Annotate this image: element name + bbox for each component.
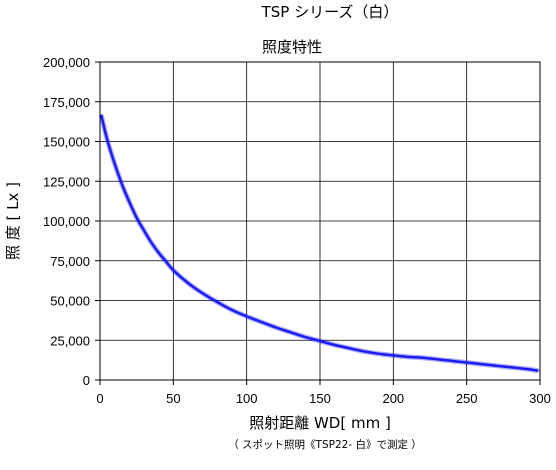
measurement-note: （ スポット照明《TSP22- 白》で測定 ） — [228, 438, 422, 451]
data-point — [106, 139, 108, 141]
data-point — [319, 340, 321, 342]
x-tick-label: 0 — [96, 391, 103, 406]
chart-subtitle: 照度特性 — [262, 38, 322, 56]
series-line-glow — [99, 113, 540, 373]
data-point — [451, 360, 453, 362]
series-layer — [99, 113, 540, 373]
data-point — [436, 358, 438, 360]
data-point — [290, 331, 292, 333]
y-tick-label: 125,000 — [43, 174, 90, 189]
data-point — [260, 321, 262, 323]
data-point — [495, 365, 497, 367]
y-tick-label: 75,000 — [50, 254, 90, 269]
data-point — [128, 201, 130, 203]
data-point — [143, 229, 145, 232]
data-point — [363, 350, 365, 352]
data-point — [150, 241, 152, 244]
y-tick-label: 100,000 — [43, 214, 90, 229]
series-line — [100, 114, 539, 372]
data-point — [407, 356, 409, 358]
data-point — [510, 366, 512, 368]
data-point — [216, 301, 218, 303]
x-tick-label: 50 — [166, 391, 180, 406]
y-tick-label: 25,000 — [50, 333, 90, 348]
y-tick-label: 200,000 — [43, 55, 90, 70]
data-point — [121, 183, 123, 186]
chart-title: TSP シリーズ（白） — [261, 3, 399, 21]
x-tick-label: 300 — [529, 391, 551, 406]
x-tick-label: 250 — [456, 391, 478, 406]
data-point — [392, 354, 394, 356]
data-point — [114, 163, 116, 165]
y-tick-label: 175,000 — [43, 95, 90, 110]
data-point — [334, 344, 336, 346]
data-point — [158, 252, 160, 254]
data-point — [466, 361, 468, 364]
data-point — [536, 369, 538, 372]
data-point — [422, 357, 424, 359]
x-axis-label: 照射距離 WD[ mm ] — [249, 414, 391, 432]
data-point — [348, 347, 350, 349]
x-tick-label: 150 — [309, 391, 331, 406]
data-point — [480, 363, 482, 365]
y-tick-label: 150,000 — [43, 135, 90, 150]
data-point — [304, 336, 306, 338]
data-point — [378, 353, 380, 355]
data-point — [231, 309, 233, 311]
data-point — [136, 217, 138, 219]
data-point — [187, 282, 189, 284]
data-point — [246, 315, 248, 317]
data-point — [172, 269, 174, 271]
x-tick-label: 200 — [382, 391, 404, 406]
y-axis-ticks: 0 25,000 50,000 75,000 100,000 125,000 150,000… — [43, 55, 100, 388]
x-axis-ticks: 0 50 100 150 200 250 300 — [96, 380, 551, 406]
y-axis-label: 照 度 [ Lx ] — [4, 182, 22, 260]
data-point — [165, 260, 167, 263]
data-point — [275, 326, 277, 329]
y-tick-label: 50,000 — [50, 294, 90, 309]
plot-frame — [99, 61, 541, 381]
y-tick-label: 0 — [83, 373, 90, 388]
data-point — [202, 292, 204, 294]
grid — [99, 61, 541, 381]
data-point — [524, 368, 526, 370]
x-tick-label: 100 — [236, 391, 258, 406]
data-point — [100, 115, 103, 117]
